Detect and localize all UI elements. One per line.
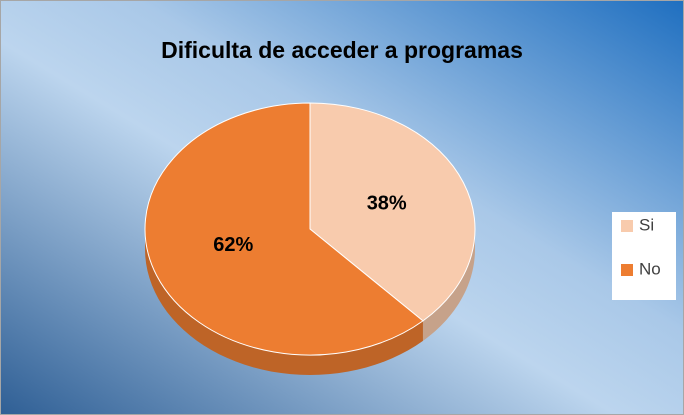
data-label: 38% (367, 192, 407, 214)
chart-title: Dificulta de acceder a programas (161, 37, 523, 63)
data-label: 62% (213, 234, 253, 256)
pie-slice (144, 102, 424, 356)
pie-side (145, 229, 423, 375)
legend-label: No (639, 259, 661, 278)
legend-swatch (621, 220, 633, 232)
pie-slice (309, 102, 476, 322)
legend-swatch (621, 264, 633, 276)
pie-side (422, 229, 475, 341)
legend-label: Si (639, 215, 654, 234)
